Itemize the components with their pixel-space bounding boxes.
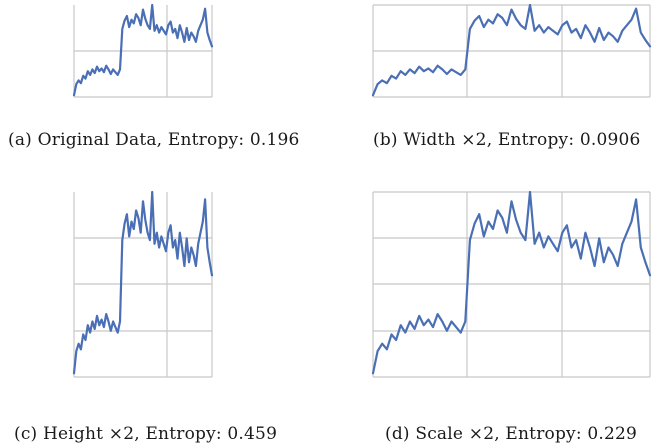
chart-a-series-line	[72, 3, 214, 97]
chart-d-caption: (d) Scale ×2, Entropy: 0.229	[385, 424, 638, 444]
chart-b-series-line	[371, 3, 652, 97]
chart-c-caption: (c) Height ×2, Entropy: 0.459	[14, 424, 278, 444]
chart-c-grid	[73, 192, 213, 378]
chart-b-caption: (b) Width ×2, Entropy: 0.0906	[373, 130, 641, 150]
chart-d-grid	[372, 191, 651, 378]
chart-a-caption: (a) Original Data, Entropy: 0.196	[8, 130, 300, 150]
chart-a-grid	[73, 5, 213, 98]
chart-d-series-line	[371, 190, 652, 375]
chart-c-series-line	[72, 190, 214, 375]
chart-b-grid	[372, 4, 651, 98]
